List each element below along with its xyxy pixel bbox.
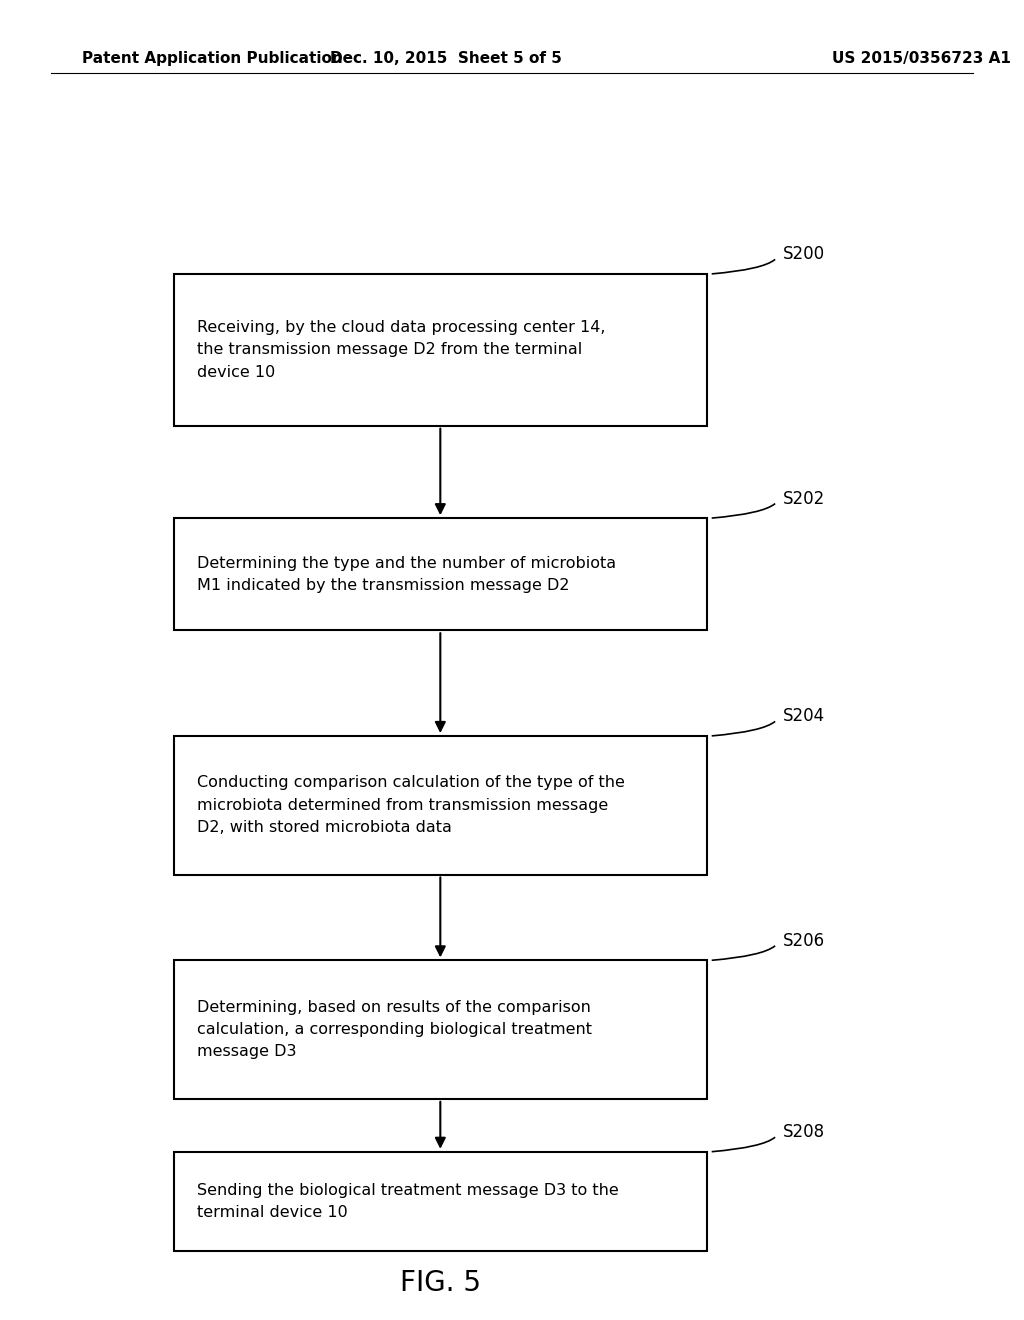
- Text: Determining, based on results of the comparison
calculation, a corresponding bio: Determining, based on results of the com…: [197, 1001, 592, 1059]
- Text: S206: S206: [783, 932, 825, 950]
- Text: FIG. 5: FIG. 5: [399, 1269, 481, 1298]
- Text: Conducting comparison calculation of the type of the
microbiota determined from : Conducting comparison calculation of the…: [197, 775, 625, 834]
- Text: S204: S204: [783, 708, 825, 726]
- Text: Determining the type and the number of microbiota
M1 indicated by the transmissi: Determining the type and the number of m…: [197, 556, 615, 593]
- Text: S200: S200: [783, 246, 825, 263]
- Bar: [174, 275, 707, 425]
- Text: Dec. 10, 2015  Sheet 5 of 5: Dec. 10, 2015 Sheet 5 of 5: [330, 50, 561, 66]
- Bar: [174, 961, 707, 1098]
- Text: Patent Application Publication: Patent Application Publication: [82, 50, 343, 66]
- Text: S208: S208: [783, 1123, 825, 1140]
- Bar: [174, 737, 707, 874]
- Text: Sending the biological treatment message D3 to the
terminal device 10: Sending the biological treatment message…: [197, 1183, 618, 1220]
- Text: S202: S202: [783, 490, 825, 508]
- Bar: [174, 519, 707, 631]
- Bar: [174, 1151, 707, 1251]
- Text: Receiving, by the cloud data processing center 14,
the transmission message D2 f: Receiving, by the cloud data processing …: [197, 321, 605, 380]
- Text: US 2015/0356723 A1: US 2015/0356723 A1: [833, 50, 1011, 66]
